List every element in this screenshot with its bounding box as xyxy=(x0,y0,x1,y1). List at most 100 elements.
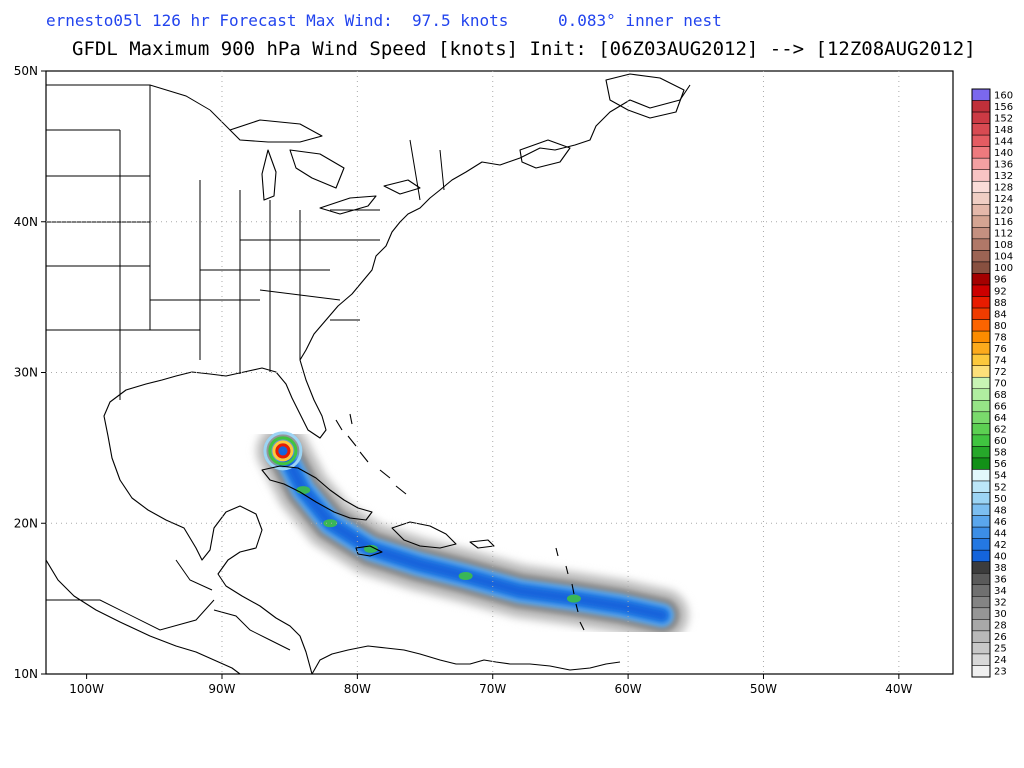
colorbar-label: 54 xyxy=(994,471,1007,482)
colorbar-swatch xyxy=(971,572,991,586)
colorbar-label: 132 xyxy=(994,171,1013,182)
colorbar-swatch xyxy=(971,180,991,194)
colorbar-swatch xyxy=(971,157,991,170)
colorbar-label: 62 xyxy=(994,425,1007,436)
colorbar-label: 80 xyxy=(994,321,1007,332)
colorbar-label: 56 xyxy=(994,459,1007,470)
colorbar-swatch xyxy=(971,665,991,678)
colorbar-label: 64 xyxy=(994,413,1007,424)
colorbar-swatch xyxy=(971,630,991,643)
colorbar-swatch xyxy=(971,365,991,378)
page-title: GFDL Maximum 900 hPa Wind Speed [knots] … xyxy=(72,38,976,60)
high-wind-patch xyxy=(323,519,338,528)
colorbar-label: 60 xyxy=(994,436,1007,447)
colorbar-label: 26 xyxy=(994,632,1007,643)
colorbar-swatch xyxy=(971,111,991,124)
colorbar-swatch xyxy=(971,388,991,401)
colorbar-label: 96 xyxy=(994,275,1007,286)
colorbar-swatch xyxy=(971,561,991,574)
colorbar-swatch xyxy=(971,642,991,655)
colorbar-swatch xyxy=(971,526,991,539)
lon-label: 70W xyxy=(479,682,506,696)
colorbar-label: 108 xyxy=(994,240,1013,251)
colorbar-swatch xyxy=(971,653,991,666)
storm-core-ring xyxy=(268,436,298,466)
colorbar-swatch xyxy=(971,100,991,113)
colorbar-label: 92 xyxy=(994,286,1007,297)
colorbar-label: 28 xyxy=(994,621,1007,632)
colorbar-label: 36 xyxy=(994,575,1007,586)
colorbar-label: 48 xyxy=(994,505,1007,516)
colorbar-label: 44 xyxy=(994,528,1007,539)
colorbar-swatch xyxy=(971,376,991,390)
colorbar-label: 144 xyxy=(994,136,1013,147)
colorbar-swatch xyxy=(971,492,991,505)
colorbar: 1601561521481441401361321281241201161121… xyxy=(971,88,1013,678)
lat-label: 10N xyxy=(14,667,38,681)
colorbar-label: 40 xyxy=(994,551,1007,562)
colorbar-label: 88 xyxy=(994,298,1007,309)
colorbar-swatch xyxy=(971,469,991,482)
high-wind-patch xyxy=(458,572,473,581)
colorbar-label: 160 xyxy=(994,90,1013,101)
lon-label: 50W xyxy=(750,682,777,696)
colorbar-label: 42 xyxy=(994,540,1007,551)
colorbar-label: 50 xyxy=(994,494,1007,505)
lon-label: 80W xyxy=(344,682,371,696)
subtitle-left: ernesto05l 126 hr Forecast Max Wind: 97.… xyxy=(46,11,509,30)
colorbar-swatch xyxy=(971,134,991,147)
colorbar-label: 76 xyxy=(994,344,1007,355)
storm-core-ring xyxy=(275,443,291,459)
colorbar-label: 120 xyxy=(994,206,1013,217)
wind-swath xyxy=(254,422,690,644)
colorbar-swatch xyxy=(971,400,991,413)
colorbar-swatch xyxy=(971,457,991,470)
colorbar-swatch xyxy=(971,261,991,274)
lon-label: 60W xyxy=(615,682,642,696)
colorbar-swatch xyxy=(971,273,991,286)
colorbar-label: 136 xyxy=(994,159,1013,170)
colorbar-label: 84 xyxy=(994,309,1007,320)
colorbar-label: 72 xyxy=(994,367,1007,378)
colorbar-swatch xyxy=(971,423,991,436)
colorbar-swatch xyxy=(971,88,991,101)
lon-label: 90W xyxy=(208,682,235,696)
colorbar-label: 128 xyxy=(994,183,1013,194)
colorbar-swatch xyxy=(971,480,991,493)
swath-band xyxy=(278,446,666,620)
lat-label: 20N xyxy=(14,516,38,530)
lon-label: 100W xyxy=(69,682,104,696)
colorbar-label: 78 xyxy=(994,332,1007,343)
colorbar-swatch xyxy=(971,215,991,228)
colorbar-swatch xyxy=(971,227,991,240)
colorbar-label: 70 xyxy=(994,379,1007,390)
lat-label: 50N xyxy=(14,64,38,78)
colorbar-label: 30 xyxy=(994,609,1007,620)
colorbar-label: 74 xyxy=(994,355,1007,366)
lon-label: 40W xyxy=(885,682,912,696)
colorbar-label: 52 xyxy=(994,482,1007,493)
lat-label: 30N xyxy=(14,366,38,380)
lat-label: 40N xyxy=(14,215,38,229)
colorbar-label: 152 xyxy=(994,113,1013,124)
graticule xyxy=(41,70,953,679)
colorbar-swatch xyxy=(971,549,991,562)
colorbar-swatch xyxy=(971,238,991,251)
colorbar-swatch xyxy=(971,319,991,332)
colorbar-swatch xyxy=(971,146,991,159)
colorbar-swatch xyxy=(971,503,991,516)
colorbar-frame xyxy=(971,88,991,678)
colorbar-label: 68 xyxy=(994,390,1007,401)
colorbar-label: 140 xyxy=(994,148,1013,159)
colorbar-label: 112 xyxy=(994,229,1013,240)
colorbar-label: 148 xyxy=(994,125,1013,136)
colorbar-swatch xyxy=(971,296,991,309)
colorbar-label: 116 xyxy=(994,217,1013,228)
colorbar-swatch xyxy=(971,584,991,597)
colorbar-label: 46 xyxy=(994,517,1007,528)
colorbar-swatch xyxy=(971,538,991,551)
colorbar-swatch xyxy=(971,515,991,528)
colorbar-label: 58 xyxy=(994,448,1007,459)
colorbar-label: 23 xyxy=(994,667,1007,678)
colorbar-swatch xyxy=(971,342,991,355)
